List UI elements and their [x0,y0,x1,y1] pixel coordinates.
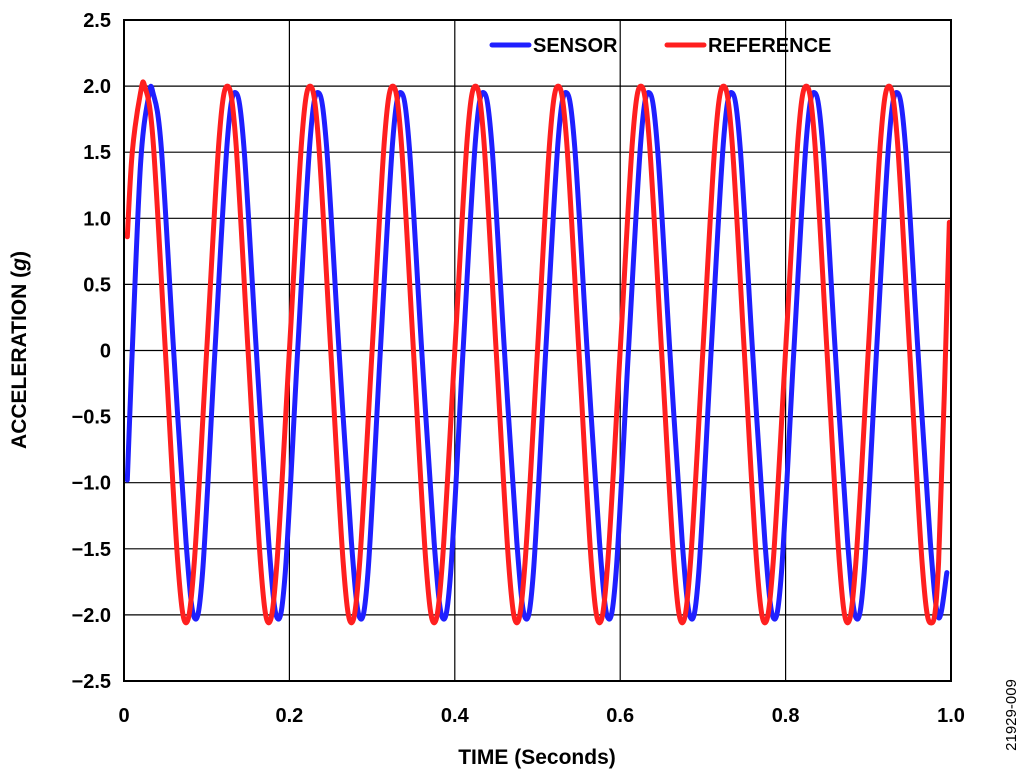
series-line-sensor [124,83,950,622]
x-axis-tick-labels: 0 0.2 0.4 0.6 0.8 1.0 [118,705,964,727]
x-axis-title: TIME (Seconds) [458,746,616,769]
legend: SENSOR REFERENCE [489,35,831,57]
y-tick-label: −0.5 [72,407,111,429]
x-tick-label: 0.2 [275,705,303,727]
x-tick-label: 0.6 [606,705,634,727]
y-tick-label: −2.5 [72,671,111,693]
y-axis-title-main: ACCELERATION ( [8,271,31,449]
y-tick-label: 1.0 [83,208,111,230]
y-tick-label: −1.5 [72,539,111,561]
y-axis-title-unit: g [8,258,31,272]
y-tick-label: 2.5 [83,10,111,32]
y-tick-label: 2.0 [83,76,111,98]
x-tick-label: 0.8 [772,705,800,727]
y-tick-label: −1.0 [72,473,111,495]
y-tick-label: 0 [100,341,111,363]
series-lines [124,79,952,626]
legend-label: SENSOR [533,35,618,57]
x-tick-label: 0 [118,705,129,727]
y-axis-title: ACCELERATION (g) [8,251,31,449]
legend-label: REFERENCE [708,35,831,57]
y-tick-label: −2.0 [72,605,111,627]
x-tick-label: 0.4 [441,705,470,727]
plot-frame [123,19,952,682]
y-tick-label: 1.5 [83,142,111,164]
x-tick-label: 1.0 [937,705,965,727]
y-axis-title-close: ) [8,251,31,258]
figure-id: 21929-009 [1003,679,1020,751]
y-tick-label: 0.5 [83,274,111,296]
y-axis-tick-labels: 2.5 2.0 1.5 1.0 0.5 0 −0.5 −1.0 −1.5 −2.0 −2.5 [72,10,111,693]
series-line-reference [124,79,952,626]
